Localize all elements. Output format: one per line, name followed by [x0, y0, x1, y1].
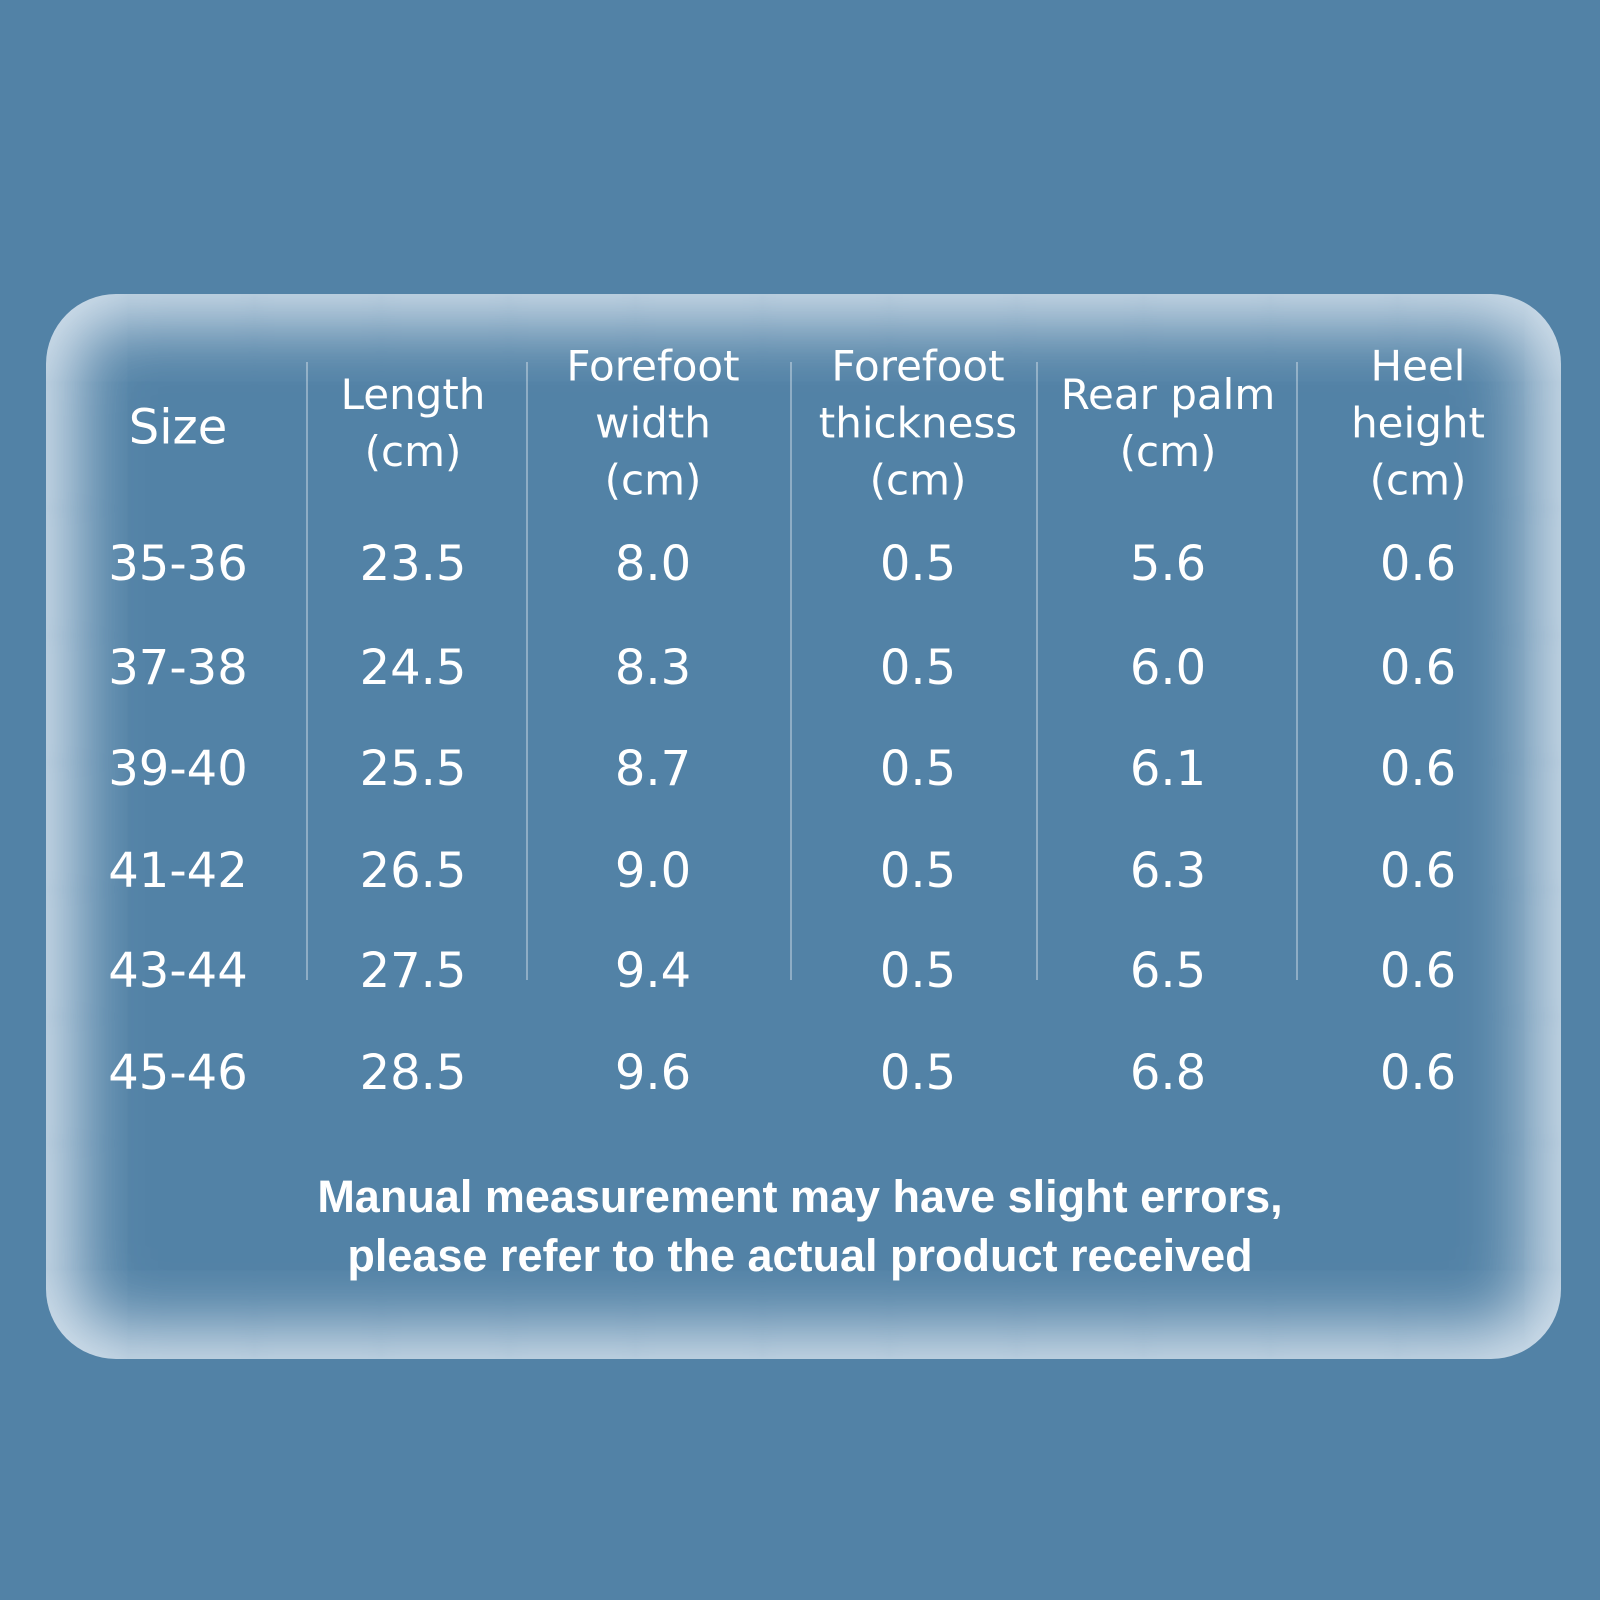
header-line: (cm)	[604, 455, 702, 505]
table-cell: 6.8	[1129, 1045, 1207, 1101]
table-cell: 6.3	[1129, 843, 1207, 899]
table-cell: 24.5	[359, 640, 467, 696]
table-cell: 23.5	[359, 536, 467, 592]
header-line: Forefoot	[831, 341, 1005, 391]
table-cell: 37-38	[108, 640, 248, 696]
note-line: please refer to the actual product recei…	[347, 1230, 1253, 1281]
table-cell: 45-46	[108, 1045, 248, 1101]
column-divider	[306, 362, 308, 980]
table-cell: 0.6	[1379, 640, 1457, 696]
table-cell: 6.1	[1129, 741, 1207, 797]
header-line: width	[595, 398, 711, 448]
header-line: Heel	[1370, 341, 1466, 391]
column-divider	[526, 362, 528, 980]
table-cell: 6.0	[1129, 640, 1207, 696]
table-cell: 35-36	[108, 536, 248, 592]
column-divider	[1036, 362, 1038, 980]
table-cell: 8.7	[614, 741, 692, 797]
header-line: (cm)	[1119, 427, 1217, 476]
table-cell: 27.5	[359, 943, 467, 999]
column-divider	[1296, 362, 1298, 980]
table-cell: 0.6	[1379, 1045, 1457, 1101]
table-cell: 39-40	[108, 741, 248, 797]
header-line: Rear palm	[1060, 370, 1276, 419]
table-cell: 28.5	[359, 1045, 467, 1101]
table-cell: 26.5	[359, 843, 467, 899]
table-cell: 5.6	[1129, 536, 1207, 592]
header-line: Forefoot	[566, 341, 740, 391]
header-line: (cm)	[364, 427, 462, 476]
table-cell: 0.5	[879, 943, 957, 999]
table-cell: 41-42	[108, 843, 248, 899]
header-line: height	[1351, 398, 1485, 448]
column-header: Length (cm)	[341, 366, 486, 480]
column-header: Heel height (cm)	[1351, 338, 1485, 509]
note-line: Manual measurement may have slight error…	[317, 1171, 1283, 1222]
table-cell: 0.5	[879, 741, 957, 797]
column-divider	[790, 362, 792, 980]
header-line: (cm)	[869, 455, 967, 505]
table-cell: 0.6	[1379, 843, 1457, 899]
column-header: Forefoot width (cm)	[566, 338, 739, 509]
size-table-panel	[46, 294, 1561, 1359]
column-header: Size	[129, 400, 228, 457]
table-cell: 0.6	[1379, 943, 1457, 999]
column-header: Forefoot thickness (cm)	[819, 338, 1017, 509]
table-cell: 9.0	[614, 843, 692, 899]
table-cell: 0.6	[1379, 741, 1457, 797]
header-line: thickness	[818, 398, 1018, 448]
table-cell: 9.6	[614, 1045, 692, 1101]
table-cell: 0.5	[879, 1045, 957, 1101]
table-cell: 43-44	[108, 943, 248, 999]
table-cell: 0.6	[1379, 536, 1457, 592]
table-cell: 6.5	[1129, 943, 1207, 999]
column-header: Rear palm (cm)	[1061, 366, 1275, 480]
note: Manual measurement may have slight error…	[0, 1167, 1600, 1285]
header-line: Size	[128, 399, 228, 456]
table-cell: 9.4	[614, 943, 692, 999]
table-cell: 0.5	[879, 536, 957, 592]
table-cell: 0.5	[879, 843, 957, 899]
table-cell: 8.3	[614, 640, 692, 696]
header-line: Length	[340, 370, 486, 419]
table-cell: 0.5	[879, 640, 957, 696]
table-cell: 8.0	[614, 536, 692, 592]
header-line: (cm)	[1369, 455, 1467, 505]
table-cell: 25.5	[359, 741, 467, 797]
